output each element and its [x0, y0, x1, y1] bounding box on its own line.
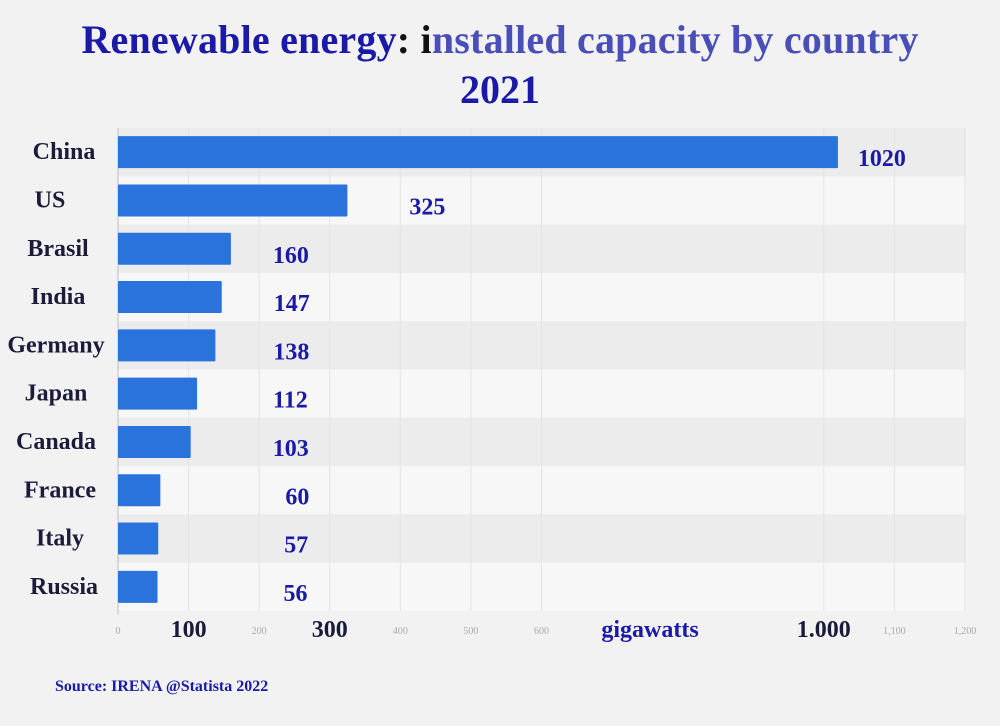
value-label-japan: 112 — [273, 388, 308, 414]
category-label-china: China — [33, 139, 96, 165]
bar-china — [118, 136, 838, 169]
value-label-france: 60 — [285, 484, 309, 510]
value-label-china: 1020 — [858, 146, 906, 172]
row-stripe-9 — [118, 562, 966, 611]
value-label-india: 147 — [274, 291, 310, 317]
category-label-us: US — [35, 187, 66, 213]
chart-title: Renewable energy: installed capacity by … — [0, 16, 1000, 63]
bar-russia — [118, 570, 158, 603]
bar-india — [118, 281, 222, 314]
x-tick-label-0: 0 — [116, 626, 121, 637]
value-label-canada: 103 — [273, 436, 309, 462]
value-label-italy: 57 — [284, 533, 308, 559]
bar-canada — [118, 425, 191, 458]
chart-title-part-2: : i — [396, 17, 432, 62]
x-axis-label: gigawatts — [601, 617, 698, 643]
x-tick-label-100: 100 — [171, 617, 207, 643]
chart-title-part-3: nstalled capacity by country — [431, 17, 919, 62]
category-label-france: France — [24, 477, 96, 503]
category-label-brasil: Brasil — [27, 236, 89, 262]
x-tick-label-1200: 1,200 — [954, 626, 977, 637]
category-label-germany: Germany — [7, 332, 104, 358]
value-label-germany: 138 — [273, 339, 309, 365]
value-label-us: 325 — [409, 194, 445, 220]
bar-germany — [118, 329, 216, 362]
row-stripe-3 — [118, 272, 966, 322]
row-stripe-7 — [118, 466, 966, 515]
x-tick-label-500: 500 — [463, 626, 478, 637]
value-label-russia: 56 — [284, 581, 308, 607]
row-stripe-6 — [118, 417, 966, 467]
chart-subtitle-year: 2021 — [460, 67, 540, 112]
x-tick-label-300: 300 — [312, 617, 348, 643]
row-stripe-4 — [118, 321, 966, 370]
bar-us — [118, 184, 348, 217]
category-label-india: India — [31, 284, 86, 310]
chart-title-part-1: Renewable energy — [81, 17, 397, 62]
bar-france — [118, 474, 161, 507]
source-note: Source: IRENA @Statista 2022 — [55, 678, 269, 695]
x-tick-label-200: 200 — [252, 626, 267, 637]
category-label-japan: Japan — [25, 381, 88, 407]
x-tick-label-600: 600 — [534, 626, 549, 637]
x-tick-label-1000: 1.000 — [797, 617, 851, 643]
row-stripe-8 — [118, 514, 966, 563]
x-tick-label-1100: 1,100 — [883, 626, 906, 637]
category-label-italy: Italy — [36, 526, 84, 552]
bar-brasil — [118, 232, 231, 265]
x-tick-label-400: 400 — [393, 626, 408, 637]
category-label-canada: Canada — [16, 429, 96, 455]
row-stripe-2 — [118, 224, 966, 273]
bar-italy — [118, 522, 159, 555]
category-label-russia: Russia — [30, 574, 98, 600]
row-stripe-5 — [118, 369, 966, 418]
bar-japan — [118, 377, 198, 410]
value-label-brasil: 160 — [273, 243, 309, 269]
